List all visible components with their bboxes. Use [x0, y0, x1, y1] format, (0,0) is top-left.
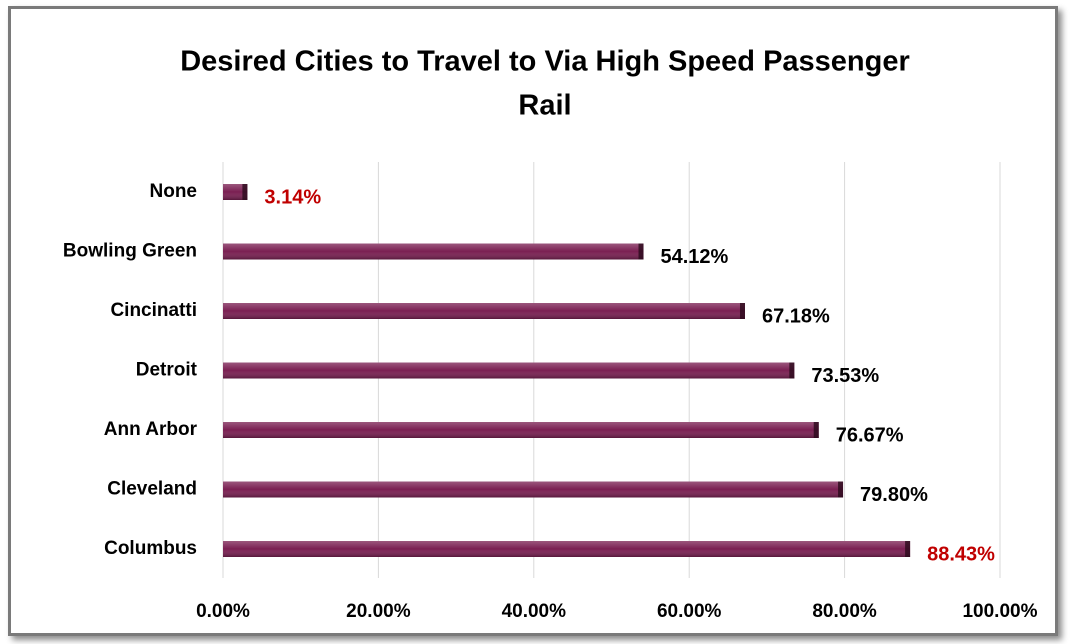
- bar-cap: [739, 303, 745, 319]
- x-tick-label: 0.00%: [196, 601, 250, 622]
- bar-shade: [223, 422, 819, 438]
- y-tick-label: Detroit: [136, 360, 198, 381]
- chart-title-line-2: Rail: [518, 90, 571, 122]
- y-tick-label: None: [150, 181, 198, 202]
- bar-cap: [638, 243, 644, 260]
- bar-cap: [838, 481, 844, 498]
- y-tick-label: Ann Arbor: [104, 419, 198, 440]
- x-tick-label: 80.00%: [812, 601, 877, 622]
- y-tick-label: Cleveland: [107, 479, 197, 500]
- value-label: 79.80%: [860, 484, 928, 506]
- bar-shade: [223, 243, 644, 260]
- value-label: 73.53%: [811, 365, 879, 387]
- y-tick-label: Columbus: [104, 538, 197, 559]
- bar-shade: [223, 481, 844, 498]
- bar-cap: [789, 362, 795, 379]
- value-label: 88.43%: [927, 543, 995, 565]
- x-tick-label: 100.00%: [962, 601, 1037, 622]
- value-label: 67.18%: [762, 305, 830, 327]
- bar-cap: [242, 184, 248, 200]
- x-tick-label: 20.00%: [346, 601, 411, 622]
- chart-title-line-1: Desired Cities to Travel to Via High Spe…: [180, 46, 910, 78]
- bar-cap: [813, 422, 819, 438]
- bar-shade: [223, 362, 795, 379]
- value-label: 3.14%: [264, 186, 321, 208]
- x-tick-label: 60.00%: [657, 601, 722, 622]
- bar-shade: [223, 303, 745, 319]
- bar-cap: [905, 541, 911, 557]
- bar-shade: [223, 541, 911, 557]
- value-label: 76.67%: [836, 424, 904, 446]
- chart-frame: [8, 6, 1058, 636]
- y-tick-label: Cincinatti: [110, 300, 197, 321]
- x-tick-label: 40.00%: [502, 601, 567, 622]
- y-tick-label: Bowling Green: [63, 241, 197, 262]
- bar-shade: [223, 184, 248, 200]
- value-label: 54.12%: [661, 246, 729, 268]
